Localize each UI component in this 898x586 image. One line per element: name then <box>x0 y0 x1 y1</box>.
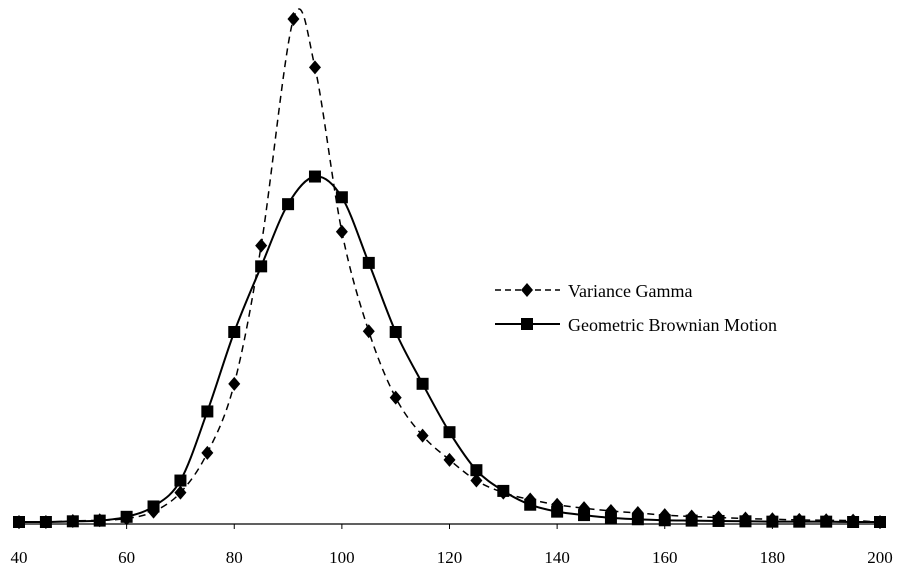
data-point-square <box>228 325 241 338</box>
data-point-square <box>766 515 779 528</box>
data-point-square <box>201 405 214 418</box>
data-point-square <box>793 515 806 528</box>
x-tick-label: 40 <box>11 548 28 567</box>
data-point-square <box>93 514 106 527</box>
data-point-square <box>443 426 456 439</box>
data-point-square <box>362 256 375 269</box>
series-geometric-brownian-motion <box>13 170 886 528</box>
data-point-square <box>389 325 402 338</box>
data-point-square <box>120 510 133 523</box>
x-tick-label: 100 <box>329 548 355 567</box>
data-point-square <box>39 516 52 528</box>
data-point-square <box>712 514 725 527</box>
data-point-square <box>282 198 295 211</box>
data-point-diamond <box>174 485 187 500</box>
data-point-square <box>308 170 321 183</box>
data-point-diamond <box>443 452 456 467</box>
data-point-square <box>147 500 160 513</box>
data-point-square <box>13 516 25 528</box>
data-point-diamond <box>287 12 300 26</box>
data-point-diamond <box>470 473 483 488</box>
data-point-diamond <box>228 376 241 391</box>
data-point-square <box>416 377 429 390</box>
legend-label-variance-gamma: Variance Gamma <box>568 281 692 301</box>
plot-area: 40 60 80 100 120 140 160 180 200 <box>11 8 893 567</box>
data-point-square <box>874 516 886 528</box>
x-tick-label: 180 <box>760 548 786 567</box>
legend-label-gbm: Geometric Brownian Motion <box>568 315 777 335</box>
data-point-square <box>497 484 510 497</box>
legend-entry-gbm: Geometric Brownian Motion <box>495 315 777 335</box>
data-point-square <box>524 498 537 511</box>
x-axis-ticks: 40 60 80 100 120 140 160 180 200 <box>11 524 893 567</box>
data-point-square <box>658 514 671 527</box>
series-variance-gamma <box>13 8 886 529</box>
data-point-diamond <box>335 224 348 239</box>
x-tick-label: 60 <box>118 548 135 567</box>
data-point-square <box>470 464 483 477</box>
series-line-geometric-brownian-motion <box>18 175 881 524</box>
x-tick-label: 200 <box>867 548 893 567</box>
data-point-square <box>578 509 591 522</box>
legend-entry-variance-gamma: Variance Gamma <box>495 281 692 301</box>
data-point-diamond <box>201 445 214 460</box>
x-tick-label: 160 <box>652 548 678 567</box>
x-tick-label: 140 <box>544 548 570 567</box>
data-point-diamond <box>578 501 591 516</box>
data-point-square <box>604 511 617 524</box>
legend: Variance Gamma Geometric Brownian Motion <box>495 281 777 335</box>
series-line-variance-gamma <box>18 8 881 523</box>
data-point-diamond <box>308 60 321 75</box>
data-point-diamond <box>389 390 402 405</box>
legend-marker-square <box>521 318 533 330</box>
data-point-diamond <box>255 238 268 253</box>
data-point-square <box>551 505 564 518</box>
data-point-square <box>847 516 860 528</box>
data-point-square <box>685 514 698 527</box>
data-point-square <box>174 474 187 487</box>
data-point-square <box>739 515 752 528</box>
data-point-diamond <box>416 428 429 443</box>
data-point-square <box>631 513 644 526</box>
data-point-diamond <box>362 324 375 339</box>
legend-marker-diamond <box>521 283 533 297</box>
data-point-square <box>255 260 268 273</box>
data-point-square <box>820 515 833 528</box>
data-point-square <box>335 191 348 204</box>
x-tick-label: 120 <box>437 548 463 567</box>
series-layer <box>13 8 886 529</box>
x-tick-label: 80 <box>226 548 243 567</box>
data-point-square <box>66 515 79 528</box>
